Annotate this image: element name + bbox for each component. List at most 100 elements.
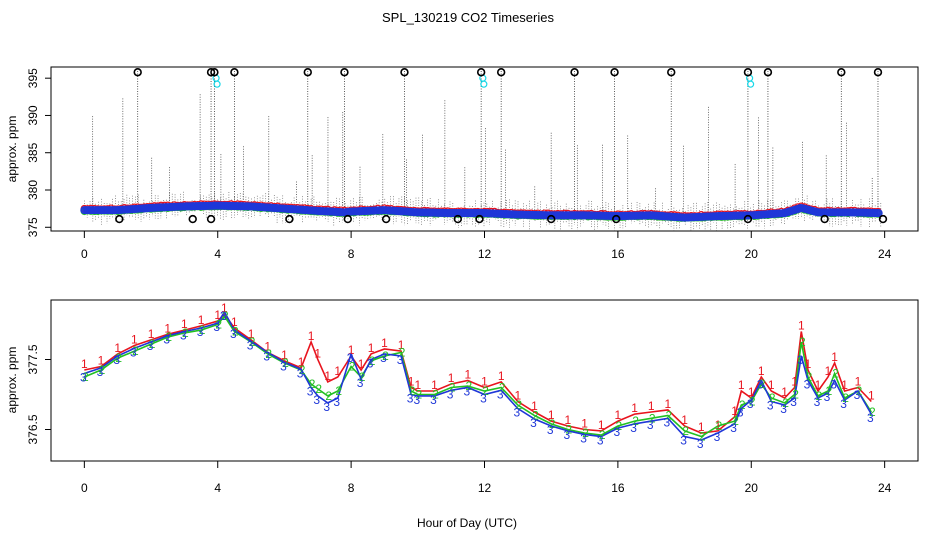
top-outlier-high xyxy=(610,68,619,77)
bottom-series-3-point: 3 xyxy=(530,416,537,430)
bottom-series-1-point: 1 xyxy=(481,375,488,389)
bottom-series-2-point: 2 xyxy=(806,370,813,384)
bottom-series-1-point: 1 xyxy=(148,327,155,341)
bottom-series-3-point: 3 xyxy=(213,320,220,334)
bottom-series-2-point: 2 xyxy=(359,370,366,384)
x-axis-title: Hour of Day (UTC) xyxy=(417,516,517,530)
top-outlier-low xyxy=(546,214,556,224)
bottom-series-2-point: 2 xyxy=(222,309,229,323)
bottom-series-3-point: 3 xyxy=(714,430,721,444)
bottom-series-3-point: 3 xyxy=(180,329,187,343)
bottom-series-2-point: 2 xyxy=(566,423,573,437)
bottom-series-1-point: 1 xyxy=(358,357,365,371)
bottom-series-2-point: 2 xyxy=(369,354,376,368)
bottom-series-2-point: 2 xyxy=(325,389,332,403)
bottom-series-3-point: 3 xyxy=(430,393,437,407)
bottom-series-1-point: 1 xyxy=(81,357,88,371)
top-y-axis-title: approx. ppm xyxy=(5,116,19,183)
top-y-tick-label: 375 xyxy=(26,217,40,237)
bottom-series-1-point: 1 xyxy=(698,420,705,434)
bottom-series-2-point: 2 xyxy=(309,377,316,391)
bottom-series-1-point: 1 xyxy=(181,317,188,331)
bottom-series-1-point: 1 xyxy=(565,413,572,427)
bottom-series-2-point: 2 xyxy=(666,409,673,423)
bottom-series-2-point: 2 xyxy=(282,356,289,370)
bottom-series-3-point: 3 xyxy=(497,387,504,401)
bottom-series-2-point: 2 xyxy=(382,349,389,363)
bottom-series-3-point: 3 xyxy=(323,400,330,414)
bottom-series-2-point: 2 xyxy=(132,344,139,358)
top-outlier-low xyxy=(343,214,352,224)
top-outlier-low xyxy=(285,214,294,224)
bottom-series-2-point: 2 xyxy=(649,411,656,425)
bottom-series-2-point: 2 xyxy=(82,370,89,384)
bottom-series-1-point: 1 xyxy=(758,364,765,378)
top-plot-area xyxy=(80,68,888,231)
bottom-series-2-point: 2 xyxy=(249,335,256,349)
bottom-series-3-point: 3 xyxy=(413,393,420,407)
top-outlier-high xyxy=(400,68,409,77)
bottom-series-1-point: 1 xyxy=(665,397,672,411)
bottom-series-3-point: 3 xyxy=(547,423,554,437)
bottom-series-1-point: 1 xyxy=(855,375,862,389)
bottom-series-2-point: 2 xyxy=(399,346,406,360)
bottom-series-1-point: 1 xyxy=(448,371,455,385)
bottom-series-1-point: 1 xyxy=(298,355,305,369)
bottom-series-3-point: 3 xyxy=(113,353,120,367)
bottom-series-2-point: 2 xyxy=(716,419,723,433)
bottom-series-3-point: 3 xyxy=(564,428,571,442)
top-outlier-high xyxy=(873,68,883,77)
top-outlier-high xyxy=(133,68,142,77)
bottom-series-2-point: 2 xyxy=(549,417,556,431)
top-outlier-low xyxy=(612,214,621,224)
bottom-series-2-point: 2 xyxy=(415,388,422,402)
top-cyan-point xyxy=(480,80,488,88)
bottom-series-2-point: 2 xyxy=(516,398,523,412)
top-outlier-high xyxy=(303,68,312,77)
top-outlier-low xyxy=(115,214,124,224)
top-outlier-high xyxy=(206,68,216,77)
top-x-axis: 0 4 8 12 16 20 24 xyxy=(81,230,892,261)
top-outlier-low xyxy=(820,214,829,224)
bottom-series-3-point: 3 xyxy=(840,397,847,411)
bottom-series-3-point: 3 xyxy=(514,406,521,420)
bottom-series-1-point: 1 xyxy=(231,315,238,329)
bottom-series-3-point: 3 xyxy=(220,309,227,323)
bottom-series-2-point: 2 xyxy=(869,405,876,419)
bottom-series-1-point: 1 xyxy=(214,308,221,322)
top-outlier-low xyxy=(206,214,216,224)
bottom-series-2-point: 2 xyxy=(199,323,206,337)
bottom-series-3-point: 3 xyxy=(614,425,621,439)
bottom-series-3-point: 3 xyxy=(347,351,354,365)
top-series-3-point xyxy=(874,209,883,218)
bottom-series-3-point: 3 xyxy=(780,402,787,416)
bottom-y-axis: 376.5 377.5 xyxy=(26,344,52,445)
bottom-series-2-point: 2 xyxy=(749,395,756,409)
bottom-series-2-point: 2 xyxy=(449,381,456,395)
bottom-series-1-point: 1 xyxy=(368,341,375,355)
bottom-series-2-point: 2 xyxy=(582,426,589,440)
bottom-series-2-point: 2 xyxy=(232,325,239,339)
bottom-x-tick-label: 4 xyxy=(214,481,221,495)
bottom-series-2-point: 2 xyxy=(409,384,416,398)
bottom-series-3-point: 3 xyxy=(380,351,387,365)
top-x-tick-label: 12 xyxy=(478,247,492,261)
bottom-series-3-point: 3 xyxy=(597,434,604,448)
bottom-series-3-point: 3 xyxy=(664,415,671,429)
bottom-series-1-point: 1 xyxy=(515,389,522,403)
top-cyan-point xyxy=(213,80,221,88)
bottom-series-3-point: 3 xyxy=(867,411,874,425)
bottom-series-2-point: 2 xyxy=(482,384,489,398)
bottom-series-1-point: 1 xyxy=(748,385,755,399)
bottom-series-3-point: 3 xyxy=(147,339,154,353)
bottom-series-3-point: 3 xyxy=(357,376,364,390)
bottom-series-3-point: 3 xyxy=(163,333,170,347)
bottom-series-1-point: 1 xyxy=(264,340,271,354)
bottom-series-1-point: 1 xyxy=(248,327,255,341)
bottom-series-3-point: 3 xyxy=(280,359,287,373)
bottom-series-2-point: 2 xyxy=(816,389,823,403)
bottom-series-1-point: 1 xyxy=(498,369,505,383)
top-outlier-high xyxy=(476,68,486,77)
